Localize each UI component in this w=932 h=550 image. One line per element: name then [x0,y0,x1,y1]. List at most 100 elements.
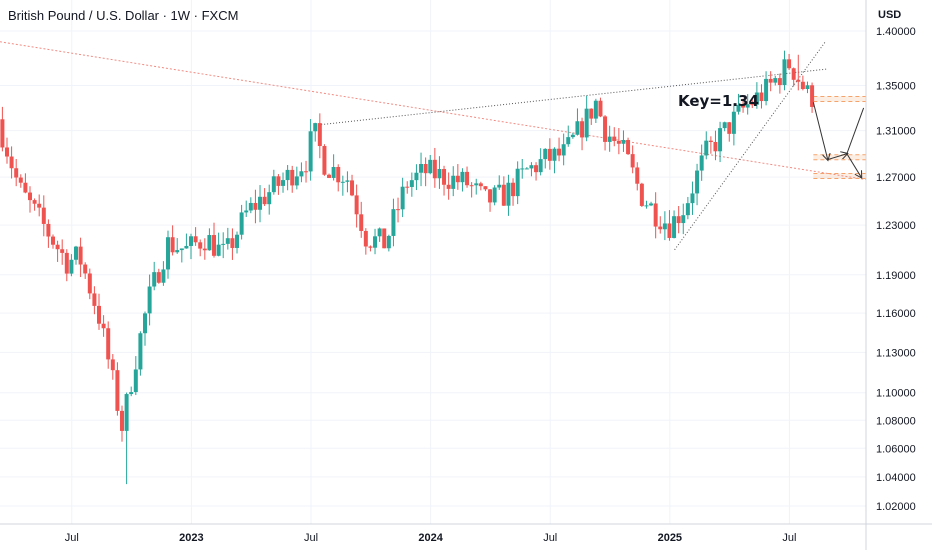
key-zone[interactable] [813,96,866,102]
candle[interactable] [782,59,787,86]
candle[interactable] [699,155,704,171]
candle[interactable] [455,175,460,183]
candle[interactable] [221,243,226,245]
candle[interactable] [621,139,626,144]
price-tick-label[interactable]: 1.06000 [876,443,916,455]
candle[interactable] [189,236,194,246]
time-tick-label[interactable]: Jul [65,532,79,544]
candle[interactable] [718,128,723,152]
key-level-annotation[interactable]: Key=1.34 [678,92,759,110]
candle[interactable] [110,359,115,371]
candle[interactable] [474,183,479,186]
time-tick-label[interactable]: Jul [543,532,557,544]
candle[interactable] [400,186,405,210]
candle[interactable] [437,169,442,179]
candle[interactable] [115,370,120,411]
currency-label[interactable]: USD [878,9,902,21]
candle[interactable] [120,410,125,431]
candle[interactable] [644,205,649,207]
candle[interactable] [101,323,106,329]
projection-arrow-up[interactable] [846,107,865,154]
candle[interactable] [672,216,677,238]
candle[interactable] [373,236,378,248]
candle[interactable] [396,209,401,211]
price-tick-label[interactable]: 1.08000 [876,415,916,427]
candle[interactable] [414,172,419,181]
candle[interactable] [805,85,810,90]
price-tick-label[interactable]: 1.31000 [876,126,916,138]
candle[interactable] [658,226,663,230]
candle[interactable] [713,142,718,152]
candle[interactable] [4,147,9,157]
candle[interactable] [382,228,387,249]
candle[interactable] [800,81,805,90]
candle[interactable] [529,165,534,169]
candle[interactable] [428,159,433,174]
candle[interactable] [313,123,318,132]
candle[interactable] [561,144,566,156]
candle[interactable] [32,200,37,204]
candle[interactable] [258,196,263,210]
candle[interactable] [750,104,755,106]
candle[interactable] [736,104,741,112]
symbol-title[interactable]: British Pound / U.S. Dollar · 1W · FXCM [8,8,239,23]
key-zone[interactable] [813,173,866,179]
candle[interactable] [768,78,773,83]
candle[interactable] [764,78,769,102]
candle[interactable] [152,272,157,287]
candle[interactable] [423,163,428,174]
candle[interactable] [336,166,341,183]
candle[interactable] [612,136,617,141]
candle[interactable] [55,244,60,250]
channel-trendline[interactable] [674,41,826,251]
candle[interactable] [667,223,672,238]
candle[interactable] [354,195,359,215]
candle[interactable] [483,186,488,190]
candle[interactable] [593,100,598,119]
time-tick-label[interactable]: 2025 [658,532,682,544]
candle[interactable] [704,140,709,156]
candle[interactable] [46,223,51,237]
candle[interactable] [97,305,102,324]
candles[interactable] [0,50,815,485]
candle[interactable] [235,234,240,248]
candle[interactable] [722,122,727,129]
candle[interactable] [377,228,382,237]
projection-arrow[interactable] [827,154,847,161]
candle[interactable] [317,123,322,147]
candle[interactable] [129,392,134,395]
candle[interactable] [138,333,143,370]
candle[interactable] [603,116,608,142]
candle[interactable] [106,328,111,360]
candle[interactable] [442,169,447,185]
projection-path[interactable] [812,102,865,177]
price-tick-label[interactable]: 1.04000 [876,472,916,484]
candle[interactable] [759,92,764,102]
candle[interactable] [465,171,470,186]
candle[interactable] [92,293,97,306]
candle[interactable] [478,183,483,187]
candle[interactable] [23,182,28,193]
candle[interactable] [685,203,690,216]
candle[interactable] [350,180,355,196]
time-tick-label[interactable]: Jul [782,532,796,544]
key-zones[interactable] [813,95,866,180]
candle[interactable] [225,238,230,244]
candle[interactable] [253,202,258,210]
candle[interactable] [368,246,373,248]
candle[interactable] [773,78,778,83]
candle[interactable] [363,230,368,247]
plot-area[interactable] [0,0,866,524]
time-tick-label[interactable]: Jul [304,532,318,544]
price-tick-label[interactable]: 1.23000 [876,220,916,232]
candle[interactable] [202,248,207,251]
candle[interactable] [239,212,244,235]
candle[interactable] [552,148,557,161]
projection-arrow[interactable] [846,153,861,177]
candle[interactable] [796,79,801,82]
candle[interactable] [179,248,184,251]
candle[interactable] [653,203,658,227]
price-axis[interactable]: 1.02000 1.04000 1.06000 1.08000 1.10000 1.130… [876,26,916,513]
candle[interactable] [497,184,502,188]
candle[interactable] [166,237,171,270]
